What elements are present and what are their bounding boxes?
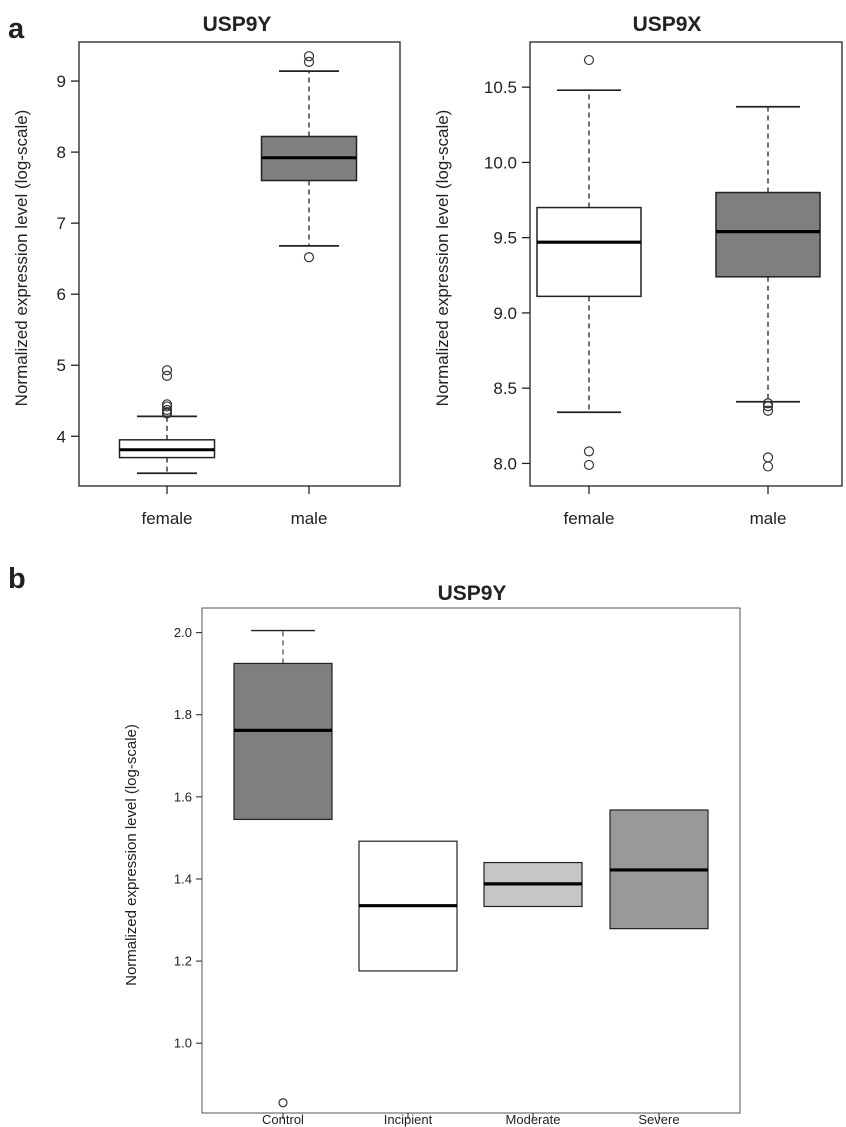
plot-frame (529, 41, 843, 487)
chart-title: USP9X (633, 13, 702, 36)
outlier-point (278, 1098, 288, 1108)
x-axis: Control Incipient Moderate Severe (262, 1112, 680, 1127)
outlier-point (762, 401, 774, 412)
box-severe (609, 809, 709, 930)
plot-frame (78, 41, 401, 487)
y-tick-label: 8 (57, 143, 66, 162)
box-moderate (483, 861, 583, 908)
box-series (118, 51, 358, 475)
y-axis: 8.0 8.5 9.0 9.5 10.0 10.5 (484, 78, 530, 473)
plot-frame (201, 607, 741, 1114)
outlier-point (583, 54, 595, 66)
outlier-point (583, 459, 595, 471)
x-tick-label: Incipient (384, 1112, 433, 1127)
box-body (233, 662, 333, 821)
x-tick-label: female (141, 509, 192, 528)
y-tick-label: 9.5 (493, 229, 517, 248)
y-tick-label: 1.8 (174, 707, 192, 722)
outlier-point (762, 405, 774, 416)
outlier-point (161, 370, 173, 381)
x-tick-label: male (291, 509, 328, 528)
outlier-point (303, 252, 315, 263)
y-tick-label: 4 (57, 427, 66, 446)
outlier-point (762, 398, 774, 409)
outlier-point (161, 365, 173, 376)
y-axis-label: Normalized expression level (log-scale) (12, 110, 31, 407)
outlier-point (762, 452, 774, 463)
chart-title: USP9Y (438, 582, 507, 605)
outlier-point (161, 399, 173, 410)
box-control (233, 629, 333, 1108)
x-tick-label: male (750, 509, 787, 528)
y-tick-label: 1.4 (174, 871, 192, 886)
y-tick-label: 8.0 (493, 454, 517, 473)
y-axis-label: Normalized expression level (log-scale) (123, 724, 140, 986)
y-axis: 4 5 6 7 8 9 (57, 72, 79, 446)
y-tick-label: 5 (57, 356, 66, 375)
outlier-point (762, 461, 774, 472)
y-tick-label: 1.0 (174, 1036, 192, 1051)
box-series (233, 629, 709, 1108)
y-tick-label: 8.5 (493, 379, 517, 398)
chart-usp9x-sex: USP9X Normalized expression level (log-s… (433, 13, 843, 528)
y-tick-label: 9.0 (493, 304, 517, 323)
y-axis-label: Normalized expression level (log-scale) (433, 110, 452, 407)
y-tick-label: 10.0 (484, 153, 517, 172)
box-incipient (358, 840, 458, 972)
box-body (715, 191, 821, 278)
chart-usp9y-severity: USP9Y Normalized expression level (log-s… (123, 582, 741, 1127)
box-male (715, 105, 821, 472)
x-axis: female male (141, 486, 327, 528)
x-tick-label: Severe (638, 1112, 679, 1127)
y-tick-label: 1.6 (174, 789, 192, 804)
y-tick-label: 10.5 (484, 78, 517, 97)
outlier-point (303, 56, 315, 67)
box-body (536, 206, 642, 298)
y-axis: 1.0 1.2 1.4 1.6 1.8 2.0 (174, 625, 202, 1051)
x-tick-label: female (563, 509, 614, 528)
box-female (536, 54, 642, 471)
y-tick-label: 6 (57, 285, 66, 304)
box-series (536, 54, 821, 472)
x-tick-label: Moderate (506, 1112, 561, 1127)
y-tick-label: 7 (57, 214, 66, 233)
outlier-point (583, 446, 595, 457)
panel-letter-a: a (8, 13, 25, 45)
chart-usp9y-sex: USP9Y Normalized expression level (log-s… (12, 13, 401, 528)
y-tick-label: 9 (57, 72, 66, 91)
x-axis: female male (563, 486, 786, 528)
y-tick-label: 1.2 (174, 954, 192, 969)
y-tick-label: 2.0 (174, 625, 192, 640)
panel-letter-b: b (8, 563, 26, 595)
x-tick-label: Control (262, 1112, 304, 1127)
chart-title: USP9Y (203, 13, 272, 36)
outlier-point (161, 404, 173, 416)
outlier-point (303, 51, 315, 62)
box-male (260, 51, 358, 263)
box-female (118, 365, 216, 475)
